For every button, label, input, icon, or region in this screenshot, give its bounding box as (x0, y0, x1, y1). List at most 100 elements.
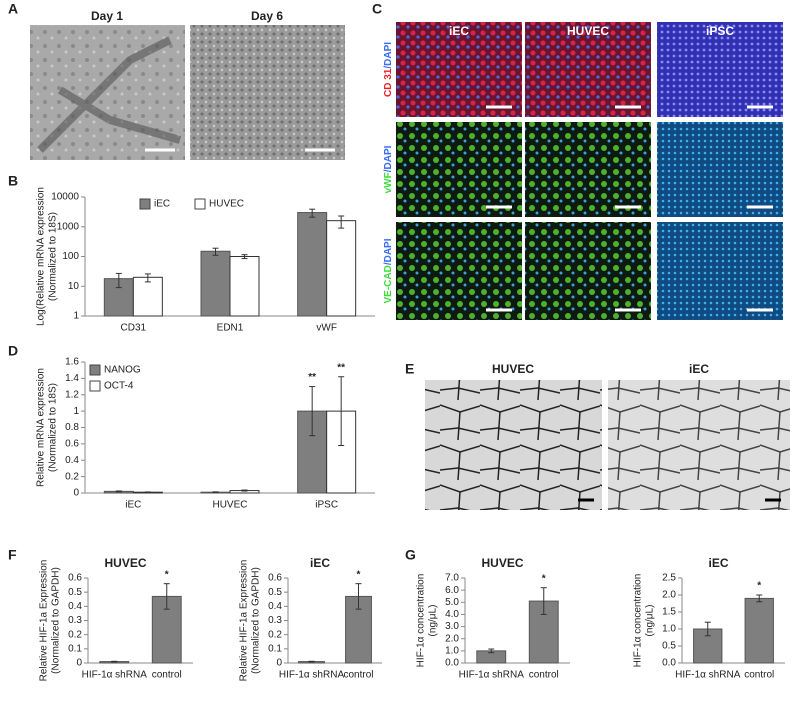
y-tick-label: 1000 (57, 221, 80, 232)
y-axis-label: (ng/μL) (428, 605, 439, 637)
y-tick-label: 10 (68, 281, 80, 292)
row-label: VE-CAD/DAPI (383, 238, 394, 303)
image-caption: Day 1 (91, 9, 123, 23)
y-tick-label: 0.6 (65, 439, 79, 450)
x-tick-label: control (529, 670, 559, 681)
y-tick-label: 0.3 (268, 615, 282, 626)
y-tick-label: 2.5 (662, 573, 676, 584)
x-tick-label: CD31 (121, 323, 147, 334)
y-tick-label: 1.0 (662, 624, 676, 635)
x-tick-label: vWF (316, 323, 337, 334)
panel-label: G (405, 547, 416, 563)
row-label: CD 31/DAPI (383, 42, 394, 97)
chart-title: HUVEC (104, 556, 146, 570)
y-tick-label: 7.0 (445, 573, 459, 584)
x-tick-label: iPSC (315, 500, 338, 511)
chart: 0.0 1.02.03.04.05.06.07.0 HUVEC HIF-1α conc… (416, 556, 570, 681)
legend-swatch (89, 380, 101, 392)
y-tick-label: 0.3 (68, 615, 82, 626)
y-tick-label: 1.4 (65, 373, 79, 384)
y-tick-label: 0.4 (68, 601, 82, 612)
x-tick-label: HIF-1α shRNA (459, 670, 525, 681)
bar (132, 276, 163, 317)
bar (326, 220, 357, 317)
y-tick-label: 0.1 (68, 643, 82, 654)
panel-label: D (8, 343, 18, 359)
stain-name: /DAPI (383, 145, 394, 172)
x-tick-label: EDN1 (217, 323, 244, 334)
column-label: iEC (449, 24, 469, 38)
image-caption: iEC (689, 362, 709, 376)
y-axis-label: (ng/μL) (645, 605, 656, 637)
column-label: HUVEC (567, 24, 609, 38)
legend-swatch (139, 198, 151, 210)
y-tick-label: 0.1 (268, 643, 282, 654)
micrograph (525, 122, 651, 217)
bar (744, 597, 774, 664)
y-tick-label: 5.0 (445, 597, 459, 608)
panel-label: F (8, 547, 17, 563)
y-tick-label: 0 (73, 488, 79, 499)
micrograph (608, 380, 790, 510)
y-tick-label: 0.6 (268, 573, 282, 584)
x-tick-label: HIF-1α shRNA (279, 670, 345, 681)
y-tick-label: 10000 (51, 192, 79, 203)
y-tick-label: 3.0 (445, 621, 459, 632)
y-tick-label: 1 (73, 311, 79, 322)
cell-cluster (37, 36, 182, 153)
y-axis-label: (Normalized to GAPDH) (51, 567, 62, 674)
image-caption: HUVEC (492, 362, 534, 376)
x-tick-label: iEC (125, 500, 141, 511)
bar (200, 250, 231, 317)
bar (297, 212, 328, 317)
micrograph (657, 122, 783, 217)
y-tick-label: 0.5 (268, 587, 282, 598)
marker-name: vWF (383, 172, 394, 193)
y-axis-label: Relative HIF-1a Expression (39, 560, 50, 682)
y-axis-label: (Normalized to 18S) (48, 212, 59, 301)
y-tick-label: 2.0 (445, 633, 459, 644)
marker-name: VE-CAD (383, 265, 394, 303)
y-tick-label: 0.4 (65, 455, 79, 466)
column-label: iPSC (706, 24, 734, 38)
significance: * (542, 573, 546, 584)
x-tick-label: HIF-1α shRNA (82, 670, 148, 681)
significance: * (357, 569, 361, 580)
chart: 0 0.1 0.2 0.3 0.4 0.5 0.6 HUVEC Relative HIF-1a … (39, 556, 193, 681)
stain-name: /DAPI (383, 238, 394, 265)
chart: 1 10 100 1000 10000 Log(Relative mRNA express… (36, 187, 375, 334)
y-tick-label: 1.0 (445, 645, 459, 656)
y-tick-label: 0.6 (68, 573, 82, 584)
marker-name: CD 31 (383, 68, 394, 97)
micrograph (425, 380, 602, 510)
micrograph (657, 22, 783, 117)
x-tick-label: control (343, 670, 373, 681)
y-tick-label: 0.8 (65, 422, 79, 433)
y-tick-label: 0.5 (68, 587, 82, 598)
y-tick-label: 0 (76, 658, 82, 669)
y-tick-label: 6.0 (445, 585, 459, 596)
y-tick-label: 1.2 (65, 389, 79, 400)
x-tick-label: control (744, 670, 774, 681)
x-tick-label: HIF-1α shRNA (675, 670, 741, 681)
y-tick-label: 0 (276, 658, 282, 669)
y-tick-label: 0.2 (268, 629, 282, 640)
significance: * (165, 569, 169, 580)
y-tick-label: 0.4 (268, 601, 282, 612)
legend-label: HUVEC (209, 199, 244, 210)
y-axis-label: Relative HIF-1a Expression (239, 560, 250, 682)
significance: * (757, 581, 761, 592)
y-tick-label: 1 (73, 406, 79, 417)
y-axis-label: HIF-1α concentration (416, 574, 427, 668)
panel-label: C (372, 1, 382, 17)
bar (151, 595, 182, 664)
y-tick-label: 1.6 (65, 357, 79, 368)
legend-swatch (89, 364, 101, 376)
y-axis-label: HIF-1α concentration (633, 574, 644, 668)
x-tick-label: HUVEC (212, 500, 247, 511)
chart-title: iEC (310, 556, 330, 570)
y-axis-label: (Normalized to 18S) (48, 383, 59, 472)
image-caption: Day 6 (251, 9, 283, 23)
